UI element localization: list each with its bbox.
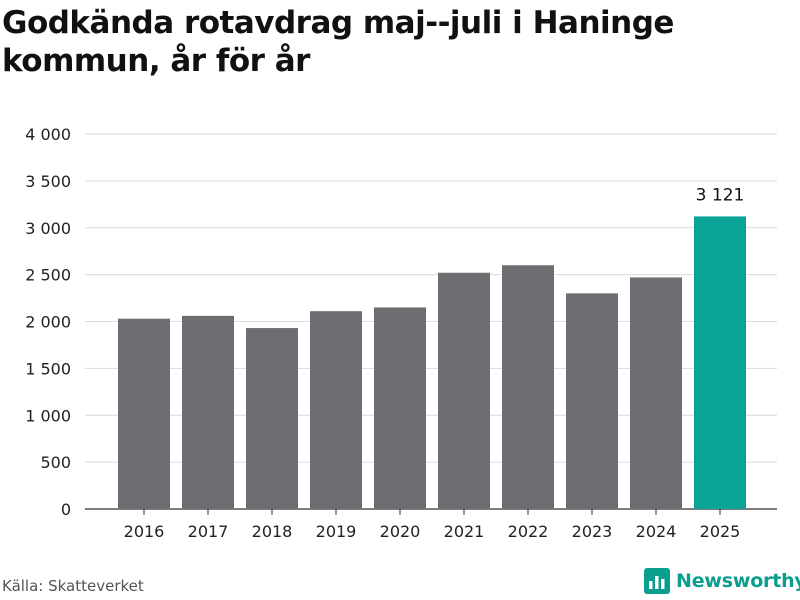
brand-name: Newsworthy bbox=[676, 570, 800, 592]
bar-2016 bbox=[118, 318, 170, 509]
data-labels: 3 121 bbox=[696, 185, 745, 205]
y-tick-label: 3 000 bbox=[25, 219, 71, 238]
bar-2025 bbox=[694, 216, 746, 509]
y-axis-labels: 0 500 1 000 1 500 2 000 2 500 3 000 3 500 4 000 bbox=[25, 125, 71, 519]
brand-logo: Newsworthy bbox=[644, 568, 800, 594]
source-note: Källa: Skatteverket bbox=[2, 577, 144, 595]
y-tick-label: 1 500 bbox=[25, 359, 71, 378]
chart-title: Godkända rotavdrag maj--juli i Haninge k… bbox=[2, 5, 674, 79]
x-tick-label: 2021 bbox=[444, 522, 485, 541]
y-tick-label: 0 bbox=[61, 500, 71, 519]
x-tick-label: 2020 bbox=[380, 522, 421, 541]
bar-2020 bbox=[374, 307, 426, 509]
x-tick-label: 2024 bbox=[636, 522, 677, 541]
x-tick-label: 2023 bbox=[572, 522, 613, 541]
y-tick-label: 4 000 bbox=[25, 125, 71, 144]
y-tick-label: 500 bbox=[40, 453, 71, 472]
bar-chart-icon bbox=[644, 568, 670, 594]
x-axis-labels: 2016 2017 2018 2019 2020 2021 2022 2023 2024 2025 bbox=[124, 509, 741, 541]
x-tick-label: 2025 bbox=[700, 522, 741, 541]
x-tick-label: 2022 bbox=[508, 522, 549, 541]
bars bbox=[118, 216, 746, 509]
bar-2017 bbox=[182, 315, 234, 509]
x-tick-label: 2016 bbox=[124, 522, 165, 541]
bar-2019 bbox=[310, 311, 362, 509]
bar-2022 bbox=[502, 265, 554, 509]
y-tick-label: 2 000 bbox=[25, 313, 71, 332]
data-label: 3 121 bbox=[696, 185, 745, 205]
x-tick-label: 2019 bbox=[316, 522, 357, 541]
x-tick-label: 2018 bbox=[252, 522, 293, 541]
y-tick-label: 1 000 bbox=[25, 406, 71, 425]
bar-2021 bbox=[438, 272, 490, 509]
x-tick-label: 2017 bbox=[188, 522, 229, 541]
y-tick-label: 2 500 bbox=[25, 266, 71, 285]
bar-2018 bbox=[246, 328, 298, 509]
bar-2023 bbox=[566, 293, 618, 509]
bar-2024 bbox=[630, 277, 682, 509]
y-tick-label: 3 500 bbox=[25, 172, 71, 191]
